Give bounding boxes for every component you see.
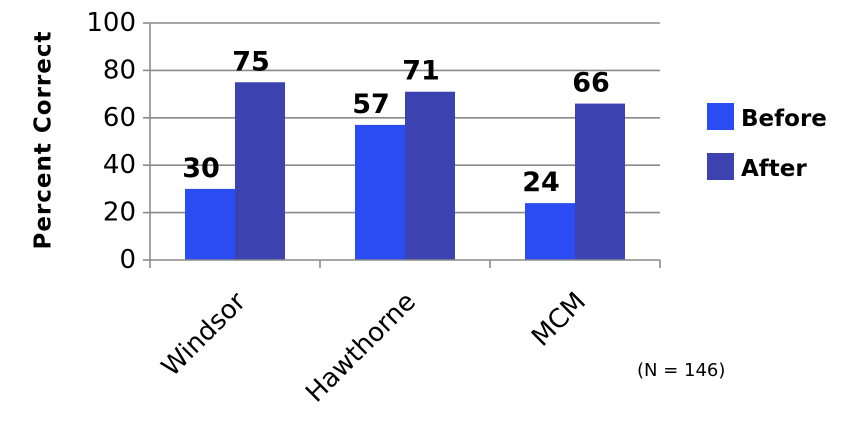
legend-label-before: Before	[741, 106, 827, 132]
data-label: 57	[352, 89, 390, 120]
bar-after-windsor	[235, 82, 285, 260]
data-label: 75	[232, 46, 270, 77]
y-tick-labels: 0 20 40 60 80 100	[86, 8, 136, 275]
category-label: MCM	[526, 287, 592, 353]
data-label: 24	[522, 167, 560, 198]
bar-after-mcm	[575, 103, 625, 260]
y-tick-label: 80	[103, 55, 136, 85]
data-label: 66	[572, 68, 610, 99]
bar-after-hawthorne	[405, 91, 455, 260]
bar-before-hawthorne	[355, 124, 405, 260]
bars	[185, 82, 625, 260]
legend-swatch-before	[707, 103, 734, 130]
data-label: 71	[402, 56, 440, 87]
category-label: Windsor	[156, 287, 252, 383]
axes	[143, 22, 661, 268]
y-tick-label: 40	[103, 150, 136, 180]
y-tick-label: 20	[103, 198, 136, 228]
bar-before-mcm	[525, 203, 575, 260]
y-axis-label: Percent Correct	[31, 30, 57, 249]
category-labels: Windsor Hawthorne MCM	[156, 287, 592, 409]
sample-size-note: (N = 146)	[637, 360, 725, 381]
legend: Before After	[707, 103, 827, 182]
data-labels: 30 75 57 71 24 66	[182, 46, 610, 198]
category-label: Hawthorne	[300, 287, 422, 409]
legend-label-after: After	[741, 156, 807, 182]
data-label: 30	[182, 153, 220, 184]
y-tick-label: 60	[103, 103, 136, 133]
y-tick-label: 100	[86, 8, 136, 38]
y-tick-label: 0	[119, 245, 136, 275]
bar-before-windsor	[185, 188, 235, 260]
legend-swatch-after	[707, 153, 734, 180]
